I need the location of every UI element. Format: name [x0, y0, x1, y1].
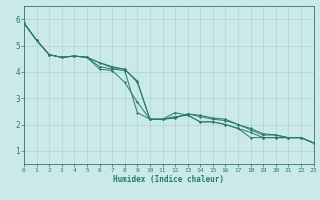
- X-axis label: Humidex (Indice chaleur): Humidex (Indice chaleur): [113, 175, 224, 184]
